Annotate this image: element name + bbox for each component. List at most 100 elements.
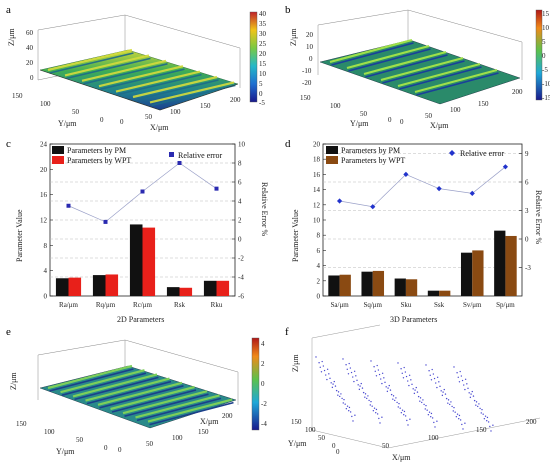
panel-e-x-tick: 50	[146, 440, 154, 448]
panel-a-surface-plot: Z/μm 60 40 20 0 150 100 50 0 Y/μm 0 50 1…	[7, 10, 267, 132]
panel-f-point	[433, 421, 435, 424]
panel-f-point	[379, 422, 381, 424]
panel-e-x-label: X/μm	[200, 417, 219, 426]
panel-f-point	[412, 388, 414, 390]
panel-a-colorbar-tick: 5	[259, 80, 263, 88]
panel-d-legend-error: Relative error	[460, 149, 505, 158]
c-bar-wpt	[142, 227, 156, 296]
panel-f-point	[453, 406, 455, 409]
panel-f-point	[318, 362, 320, 364]
panel-e-ridge	[72, 373, 158, 398]
panel-f-point	[425, 404, 427, 407]
panel-f-point	[424, 408, 426, 410]
panel-f-z-label: Z/μm	[291, 354, 300, 372]
panel-b-colorbar	[535, 9, 543, 101]
c-bar-wpt	[105, 274, 119, 296]
panel-f-point	[428, 411, 431, 413]
panel-f-point	[378, 417, 380, 420]
c-y2-tick-label: 10	[238, 141, 246, 149]
panel-f-point	[403, 366, 405, 369]
panel-f-point	[471, 390, 473, 393]
panel-f-point	[375, 412, 377, 414]
panel-e-x-tick: 150	[198, 428, 209, 436]
panel-a-y-tick: 0	[100, 116, 104, 124]
panel-e-colorbar	[251, 337, 260, 431]
panel-f-point	[400, 411, 403, 414]
panel-f-point	[447, 402, 449, 404]
panel-f-point	[425, 364, 427, 366]
panel-f-point	[480, 412, 482, 414]
d-y-tick-label: 4	[317, 262, 321, 270]
panel-b-ridge	[414, 68, 498, 94]
panel-f-point	[477, 405, 479, 408]
panel-f-point	[450, 401, 452, 403]
panel-f-point	[373, 407, 376, 409]
panel-f-point	[366, 397, 368, 400]
panel-a-x-tick: 100	[170, 108, 181, 116]
panel-f-point	[464, 422, 466, 424]
panel-f-point	[417, 395, 420, 398]
panel-f-point	[330, 382, 332, 384]
panel-b-colorbar-tick: 0	[542, 52, 546, 60]
d-y-tick-label: 8	[317, 232, 321, 240]
panel-f-point	[429, 374, 431, 376]
d-x-tick-label: Sq/μm	[363, 301, 382, 309]
panel-b-colorbar-tick: -10	[542, 80, 550, 88]
panel-a-x-label: X/μm	[150, 123, 169, 132]
d-bar-pm	[394, 278, 406, 296]
panel-f-point	[333, 380, 335, 383]
panel-f-point	[478, 403, 480, 405]
panel-f-point	[346, 368, 348, 370]
panel-f-point	[343, 398, 345, 401]
panel-b-x-tick: 100	[450, 106, 461, 114]
d-bar-wpt	[439, 290, 451, 296]
panel-e-ridge	[136, 397, 222, 422]
d-y-tick-label: 12	[313, 201, 321, 209]
panel-c-legend: Parameters by PM Parameters by WPT Relat…	[52, 146, 223, 165]
panel-f-point	[375, 375, 378, 377]
panel-f-point	[354, 414, 356, 416]
d-error-point	[436, 186, 442, 192]
panel-f-points	[315, 356, 494, 432]
panel-f-point	[342, 402, 344, 404]
panel-b-x-label: X/μm	[430, 121, 449, 130]
panel-a-colorbar-tick: 40	[259, 10, 267, 18]
panel-letter-a: a	[6, 4, 11, 16]
panel-d-error-line	[336, 164, 509, 210]
d-bar-wpt	[339, 274, 351, 296]
panel-f-x-tick: 50	[382, 442, 390, 450]
panel-f-point	[484, 415, 487, 417]
panel-f-point	[489, 425, 491, 428]
panel-d-x-ticks: Sa/μm Sq/μm Sku Ssk Sv/μm Sp/μm	[331, 301, 516, 309]
panel-f-point	[385, 386, 387, 388]
c-y2-tick-label: -4	[238, 274, 244, 282]
panel-f-point	[377, 369, 380, 371]
panel-f-point	[483, 417, 486, 420]
panel-f-point	[430, 379, 433, 381]
panel-f-point	[403, 414, 405, 416]
panel-b-z-label: Z/μm	[289, 28, 298, 46]
panel-f-x-tick: 100	[428, 434, 439, 442]
panel-f-point	[430, 412, 433, 415]
panel-f-point	[423, 403, 425, 406]
d-x-tick-label: Sku	[400, 301, 411, 309]
panel-a-x-tick: 200	[230, 96, 241, 104]
panel-f-point	[323, 369, 326, 372]
panel-f-point	[348, 362, 350, 365]
panel-e-y-tick: 100	[44, 428, 55, 436]
d-error-point	[469, 190, 475, 196]
panel-d-y2-label: Relative Error %	[534, 190, 543, 245]
panel-f-point	[462, 428, 464, 430]
panel-f-point	[451, 405, 453, 408]
panel-f-point	[481, 408, 483, 411]
panel-f-point	[459, 419, 462, 421]
c-bar-pm	[129, 224, 143, 296]
panel-f-point	[419, 400, 421, 402]
panel-letter-f: f	[285, 326, 289, 338]
panel-f-point	[395, 397, 397, 399]
panel-f-point	[407, 424, 409, 426]
panel-f-point	[466, 383, 468, 385]
panel-d-legend-swatch-error	[449, 150, 455, 156]
panel-letter-b: b	[285, 4, 291, 16]
panel-a-colorbar-tick: 20	[259, 50, 267, 58]
